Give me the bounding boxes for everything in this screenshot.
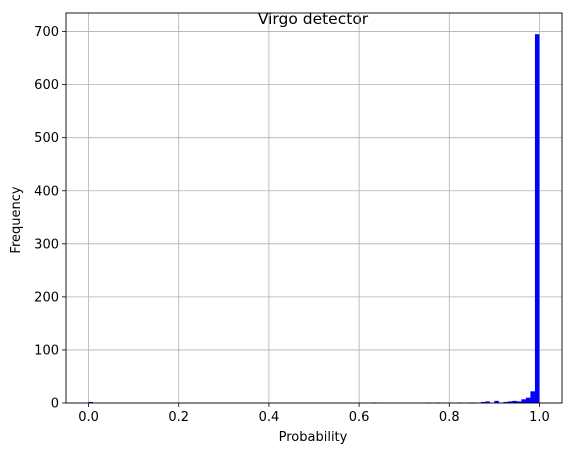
x-tick-label: 0.4	[259, 410, 280, 425]
histogram-bar	[485, 401, 490, 403]
histogram-bar	[512, 400, 517, 403]
x-axis-label: Probability	[279, 430, 348, 445]
histogram-bar	[494, 400, 499, 403]
y-tick-label: 500	[34, 131, 59, 146]
y-tick-label: 600	[34, 78, 59, 93]
y-tick-label: 300	[34, 237, 59, 252]
histogram-bar	[521, 399, 526, 403]
y-tick-label: 700	[34, 25, 59, 40]
histogram-bar	[530, 391, 535, 403]
x-tick-label: 0.0	[78, 410, 99, 425]
x-tick-label: 0.8	[439, 410, 460, 425]
plot-frame	[65, 12, 563, 404]
y-tick-label: 100	[34, 343, 59, 358]
y-tick-label: 400	[34, 184, 59, 199]
y-tick-label: 0	[51, 397, 59, 412]
histogram-bar	[534, 34, 540, 404]
y-tick-label: 200	[34, 290, 59, 305]
histogram-bar	[507, 401, 513, 403]
histogram-bar	[516, 401, 522, 403]
histogram-bar	[525, 397, 531, 403]
histogram-bar	[503, 401, 508, 403]
x-tick-label: 0.6	[349, 410, 370, 425]
y-axis-label: Frequency	[9, 186, 24, 253]
chart-title: Virgo detector	[258, 10, 369, 28]
x-tick-label: 0.2	[168, 410, 189, 425]
histogram-bar	[88, 401, 94, 403]
histogram-bar	[480, 401, 486, 403]
x-tick-label: 1.0	[529, 410, 550, 425]
